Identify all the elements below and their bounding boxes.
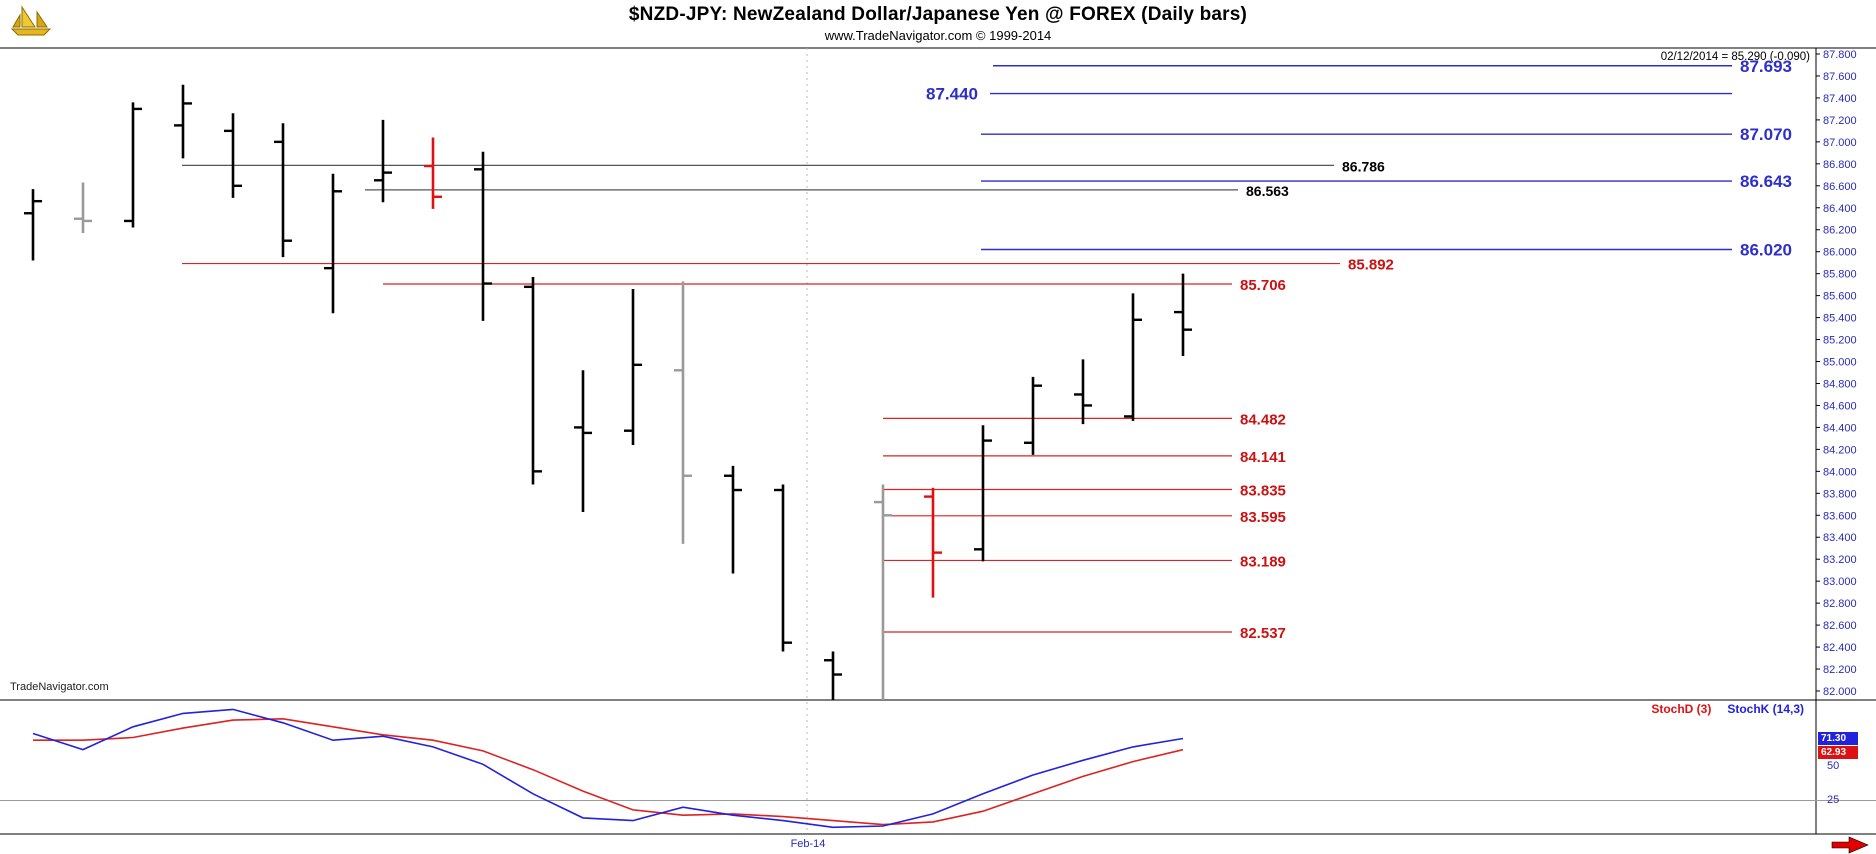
level-label: 86.786 bbox=[1342, 158, 1385, 174]
price-axis-label: 85.200 bbox=[1823, 335, 1857, 347]
level-label: 85.706 bbox=[1240, 277, 1286, 294]
level-label: 85.892 bbox=[1348, 257, 1394, 274]
level-label: 87.070 bbox=[1740, 125, 1792, 144]
stoch-scale-label-25: 25 bbox=[1827, 794, 1840, 806]
level-label: 83.835 bbox=[1240, 482, 1286, 499]
price-axis-label: 86.800 bbox=[1823, 159, 1857, 171]
price-axis-label: 82.400 bbox=[1823, 642, 1857, 654]
price-axis-label: 87.400 bbox=[1823, 93, 1857, 105]
price-axis-label: 83.600 bbox=[1823, 510, 1857, 522]
price-axis-label: 83.400 bbox=[1823, 532, 1857, 544]
price-axis-label: 82.000 bbox=[1823, 686, 1857, 698]
stoch-scale-label-50: 50 bbox=[1827, 760, 1840, 772]
scroll-right-arrow-icon[interactable] bbox=[1830, 836, 1872, 854]
price-axis-label: 87.000 bbox=[1823, 137, 1857, 149]
price-axis-label: 86.000 bbox=[1823, 247, 1857, 259]
price-axis-label: 85.600 bbox=[1823, 291, 1857, 303]
price-axis-label: 82.200 bbox=[1823, 664, 1857, 676]
level-label: 83.189 bbox=[1240, 553, 1286, 570]
stochk-line bbox=[32, 708, 1184, 829]
level-label: 86.643 bbox=[1740, 172, 1792, 191]
stochk-value-badge: 71.30 bbox=[1818, 732, 1858, 745]
chart-subtitle: www.TradeNavigator.com © 1999-2014 bbox=[824, 28, 1052, 43]
month-axis-label: Feb-14 bbox=[790, 838, 826, 850]
level-label: 87.693 bbox=[1740, 57, 1792, 76]
chart-title: $NZD-JPY: NewZealand Dollar/Japanese Yen… bbox=[628, 4, 1248, 25]
indicator-legend: StochD (3) StochK (14,3) bbox=[1651, 702, 1804, 716]
last-quote-label: 02/12/2014 = 85.290 (-0.090) bbox=[1660, 51, 1810, 63]
price-axis-label: 87.600 bbox=[1823, 71, 1857, 83]
level-label: 82.537 bbox=[1240, 625, 1286, 642]
price-axis-label: 83.000 bbox=[1823, 576, 1857, 588]
level-label: 84.482 bbox=[1240, 411, 1286, 428]
level-label: 87.440 bbox=[926, 85, 978, 104]
price-axis-label: 82.600 bbox=[1823, 620, 1857, 632]
price-axis-label: 86.200 bbox=[1823, 225, 1857, 237]
trade-navigator-logo-icon bbox=[10, 5, 52, 36]
price-axis-label: 87.200 bbox=[1823, 115, 1857, 127]
stochd-line bbox=[33, 717, 1184, 826]
price-axis-label: 85.000 bbox=[1823, 357, 1857, 369]
stochk-legend-label: StochK (14,3) bbox=[1727, 702, 1804, 716]
price-axis-label: 87.800 bbox=[1823, 49, 1857, 61]
watermark: TradeNavigator.com bbox=[10, 681, 109, 693]
price-axis-label: 84.800 bbox=[1823, 378, 1857, 390]
price-axis-label: 85.400 bbox=[1823, 313, 1857, 325]
price-axis-label: 83.800 bbox=[1823, 488, 1857, 500]
price-axis-label: 84.600 bbox=[1823, 400, 1857, 412]
stochd-value-badge: 62.93 bbox=[1818, 746, 1858, 759]
price-axis-label: 85.800 bbox=[1823, 269, 1857, 281]
price-axis-label: 84.200 bbox=[1823, 444, 1857, 456]
price-axis-label: 84.400 bbox=[1823, 422, 1857, 434]
price-axis-label: 86.600 bbox=[1823, 181, 1857, 193]
level-label: 86.563 bbox=[1246, 183, 1289, 199]
price-axis-label: 82.800 bbox=[1823, 598, 1857, 610]
level-label: 86.020 bbox=[1740, 240, 1792, 259]
price-axis-label: 84.000 bbox=[1823, 466, 1857, 478]
price-axis-label: 86.400 bbox=[1823, 203, 1857, 215]
level-label: 84.141 bbox=[1240, 449, 1286, 466]
price-axis-label: 83.200 bbox=[1823, 554, 1857, 566]
level-label: 83.595 bbox=[1240, 509, 1286, 526]
stochd-legend-label: StochD (3) bbox=[1651, 702, 1712, 716]
